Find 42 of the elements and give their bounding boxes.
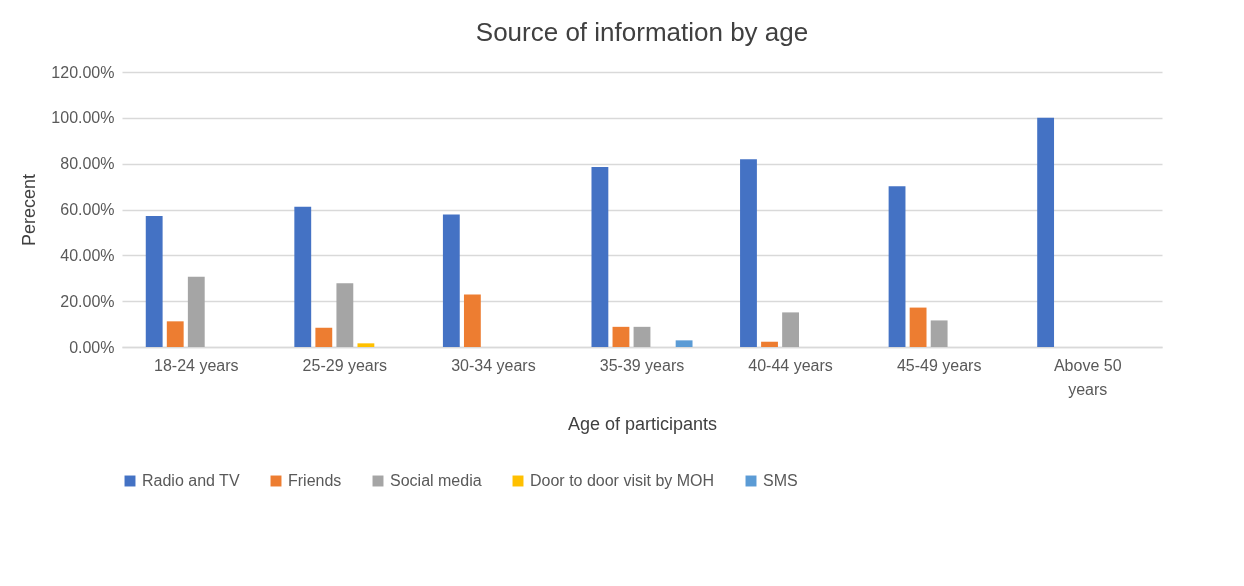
- y-tick-label: 40.00%: [60, 246, 115, 264]
- bar: [315, 327, 333, 347]
- y-axis-title: Perecent: [19, 173, 40, 247]
- x-tick-label: Above 50 years: [1053, 356, 1122, 398]
- bar: [612, 326, 630, 347]
- legend-label: Radio and TV: [142, 472, 240, 489]
- bar: [782, 312, 799, 347]
- bar: [888, 186, 906, 347]
- bar: [675, 340, 693, 347]
- legend-label: Social media: [390, 472, 482, 489]
- bar: [463, 294, 481, 347]
- legend-label: SMS: [763, 472, 798, 489]
- bar: [187, 276, 205, 347]
- y-tick-label: 20.00%: [60, 292, 115, 310]
- legend-label: Door to door visit by MOH: [530, 472, 715, 489]
- x-tick-label: 40-44 years: [748, 356, 833, 374]
- x-axis-title: Age of participants: [567, 413, 718, 434]
- bar: [591, 166, 609, 347]
- y-tick-label: 100.00%: [51, 109, 115, 127]
- bar: [145, 215, 163, 347]
- bar: [909, 307, 927, 347]
- chart-title: Source of information by age: [475, 17, 809, 47]
- y-tick-label: 0.00%: [69, 338, 115, 356]
- bar: [294, 206, 312, 347]
- bar: [761, 341, 778, 347]
- y-tick-label: 60.00%: [60, 201, 115, 218]
- y-tick-label: 120.00%: [51, 63, 115, 81]
- bar: [633, 326, 651, 347]
- x-tick-label: 45-49 years: [896, 356, 982, 374]
- bar: [336, 283, 354, 347]
- x-tick-label: 25-29 years: [302, 356, 388, 374]
- bar: [442, 214, 460, 347]
- legend-label: Friends: [288, 472, 342, 489]
- bar: [166, 321, 184, 347]
- bar: [357, 343, 375, 347]
- x-tick-label: 30-34 years: [451, 356, 536, 374]
- y-tick-label: 80.00%: [60, 155, 115, 173]
- x-tick-label: 18-24 years: [154, 356, 239, 374]
- bar: [740, 159, 757, 347]
- x-tick-label: 35-39 years: [599, 356, 685, 374]
- bar: [1037, 117, 1055, 347]
- bar: [930, 320, 948, 347]
